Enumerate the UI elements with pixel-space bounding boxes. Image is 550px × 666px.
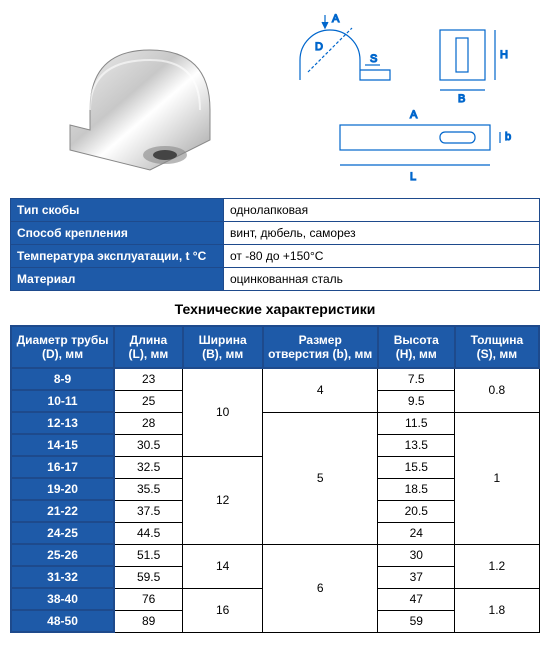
cell-H: 37 bbox=[378, 566, 455, 588]
cell-B: 16 bbox=[183, 588, 263, 632]
table-row: 12-1328511.51 bbox=[11, 412, 539, 434]
cell-L: 23 bbox=[114, 368, 183, 390]
cell-L: 44.5 bbox=[114, 522, 183, 544]
product-photo bbox=[10, 10, 260, 190]
table-row: 8-9231047.50.8 bbox=[11, 368, 539, 390]
info-key: Способ крепления bbox=[11, 222, 224, 245]
spec-header: Диаметр трубы (D), мм bbox=[11, 326, 114, 368]
technical-diagrams: A D S H B A L b bbox=[260, 10, 540, 190]
spec-header: Высота (H), мм bbox=[378, 326, 455, 368]
table-row: 25-2651.5146301.2 bbox=[11, 544, 539, 566]
cell-L: 35.5 bbox=[114, 478, 183, 500]
spec-header: Толщина (S), мм bbox=[455, 326, 539, 368]
cell-H: 9.5 bbox=[378, 390, 455, 412]
label-b: b bbox=[505, 131, 511, 143]
cell-L: 37.5 bbox=[114, 500, 183, 522]
cell-L: 28 bbox=[114, 412, 183, 434]
info-value: от -80 до +150°С bbox=[224, 245, 540, 268]
cell-S: 1.8 bbox=[455, 588, 539, 632]
spec-table: Диаметр трубы (D), ммДлина (L), ммШирина… bbox=[10, 325, 540, 633]
label-A2: A bbox=[410, 109, 418, 121]
label-A: A bbox=[332, 13, 340, 25]
cell-H: 30 bbox=[378, 544, 455, 566]
cell-L: 51.5 bbox=[114, 544, 183, 566]
cell-D: 12-13 bbox=[11, 412, 114, 434]
cell-H: 24 bbox=[378, 522, 455, 544]
cell-S: 1 bbox=[455, 412, 539, 544]
cell-b: 4 bbox=[263, 368, 378, 412]
label-S: S bbox=[370, 53, 377, 65]
label-L: L bbox=[410, 171, 416, 183]
cell-B: 12 bbox=[183, 456, 263, 544]
cell-b: 5 bbox=[263, 412, 378, 544]
info-value: однолапковая bbox=[224, 199, 540, 222]
cell-H: 20.5 bbox=[378, 500, 455, 522]
cell-L: 30.5 bbox=[114, 434, 183, 456]
cell-D: 24-25 bbox=[11, 522, 114, 544]
cell-D: 21-22 bbox=[11, 500, 114, 522]
label-D: D bbox=[315, 41, 323, 53]
cell-D: 14-15 bbox=[11, 434, 114, 456]
cell-D: 31-32 bbox=[11, 566, 114, 588]
cell-D: 25-26 bbox=[11, 544, 114, 566]
cell-H: 13.5 bbox=[378, 434, 455, 456]
info-key: Материал bbox=[11, 268, 224, 291]
cell-b: 6 bbox=[263, 544, 378, 632]
spec-header: Длина (L), мм bbox=[114, 326, 183, 368]
cell-S: 1.2 bbox=[455, 544, 539, 588]
cell-L: 76 bbox=[114, 588, 183, 610]
info-table: Тип скобыоднолапковаяСпособ креплениявин… bbox=[10, 198, 540, 291]
cell-H: 7.5 bbox=[378, 368, 455, 390]
label-H: H bbox=[500, 49, 508, 61]
cell-D: 38-40 bbox=[11, 588, 114, 610]
cell-L: 25 bbox=[114, 390, 183, 412]
cell-H: 11.5 bbox=[378, 412, 455, 434]
spec-header: Ширина (B), мм bbox=[183, 326, 263, 368]
cell-D: 48-50 bbox=[11, 610, 114, 632]
cell-D: 10-11 bbox=[11, 390, 114, 412]
cell-L: 59.5 bbox=[114, 566, 183, 588]
cell-H: 18.5 bbox=[378, 478, 455, 500]
cell-B: 14 bbox=[183, 544, 263, 588]
cell-S: 0.8 bbox=[455, 368, 539, 412]
cell-H: 47 bbox=[378, 588, 455, 610]
cell-L: 32.5 bbox=[114, 456, 183, 478]
cell-H: 15.5 bbox=[378, 456, 455, 478]
top-section: A D S H B A L b bbox=[10, 10, 540, 190]
spec-header: Размер отверстия (b), мм bbox=[263, 326, 378, 368]
info-key: Тип скобы bbox=[11, 199, 224, 222]
label-B: B bbox=[458, 93, 465, 105]
cell-D: 19-20 bbox=[11, 478, 114, 500]
cell-D: 16-17 bbox=[11, 456, 114, 478]
info-value: оцинкованная сталь bbox=[224, 268, 540, 291]
cell-H: 59 bbox=[378, 610, 455, 632]
info-value: винт, дюбель, саморез bbox=[224, 222, 540, 245]
cell-L: 89 bbox=[114, 610, 183, 632]
info-key: Температура эксплуатации, t °С bbox=[11, 245, 224, 268]
cell-D: 8-9 bbox=[11, 368, 114, 390]
cell-B: 10 bbox=[183, 368, 263, 456]
spec-title: Технические характеристики bbox=[10, 301, 540, 317]
